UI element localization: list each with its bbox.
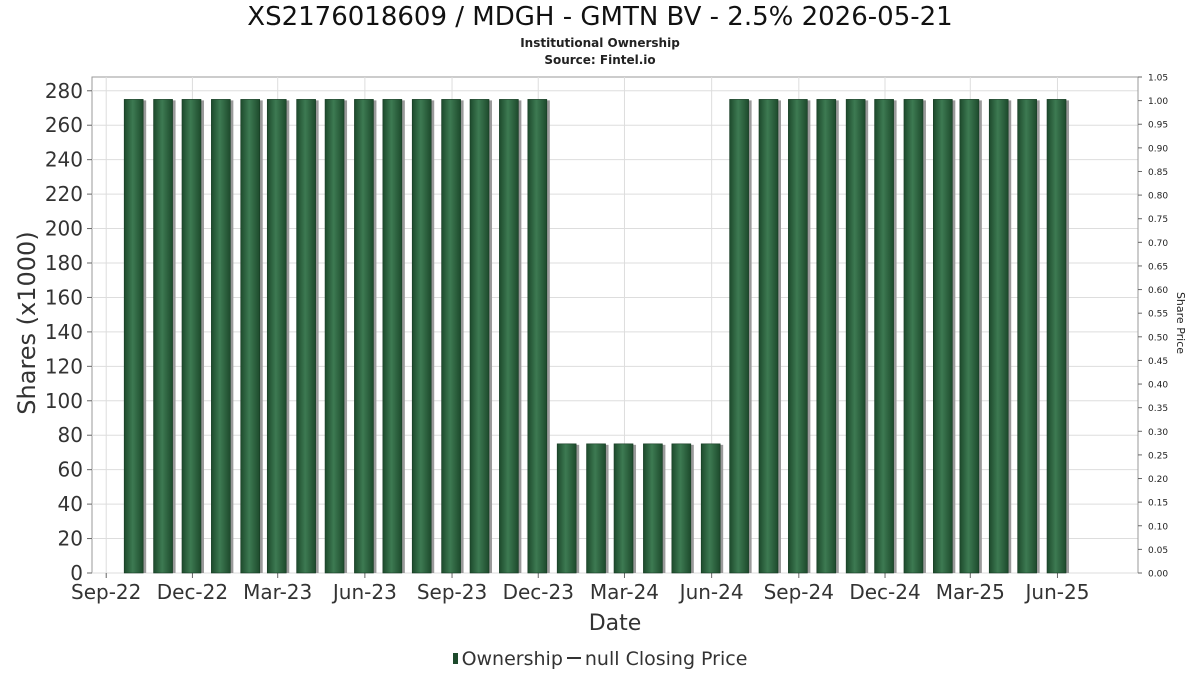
ownership-bar <box>211 99 231 574</box>
y-tick-label: 120 <box>45 354 83 378</box>
y2-tick-label: 0.60 <box>1148 286 1168 296</box>
ownership-bar <box>729 99 749 574</box>
x-tick-label: Sep-23 <box>417 580 487 604</box>
x-tick-label: Mar-23 <box>243 580 312 604</box>
ownership-bar <box>816 99 837 574</box>
ownership-bar <box>758 99 779 574</box>
y2-tick-label: 1.05 <box>1148 74 1168 84</box>
y-tick-label: 80 <box>58 423 83 447</box>
y2-tick-label: 0.25 <box>1148 451 1168 461</box>
y2-tick-label: 0.95 <box>1148 121 1168 131</box>
y2-tick-label: 0.35 <box>1148 404 1168 414</box>
y-tick-label: 0 <box>70 561 83 585</box>
y-tick-label: 140 <box>45 320 83 344</box>
y-tick-label: 180 <box>45 251 83 275</box>
y-tick-label: 280 <box>45 79 83 103</box>
chart-title: XS2176018609 / MDGH - GMTN BV - 2.5% 202… <box>247 2 953 32</box>
y2-tick-label: 0.40 <box>1148 381 1168 391</box>
ownership-bar <box>845 99 866 574</box>
y-tick-label: 260 <box>45 113 83 137</box>
ownership-bar <box>1046 99 1067 574</box>
ownership-bar <box>324 99 345 574</box>
ownership-bar <box>613 443 634 574</box>
ownership-bar <box>788 99 808 574</box>
chart-subtitle: Institutional Ownership <box>520 36 680 50</box>
y-tick-label: 220 <box>45 182 83 206</box>
y2-tick-label: 0.50 <box>1148 333 1168 343</box>
y2-tick-label: 0.55 <box>1148 310 1168 320</box>
x-tick-label: Mar-24 <box>590 580 659 604</box>
x-tick-label: Sep-24 <box>764 580 834 604</box>
ownership-bar <box>354 99 374 574</box>
y-tick-label: 60 <box>58 458 83 482</box>
x-tick-label: Jun-25 <box>1024 580 1090 604</box>
ownership-bar <box>123 99 144 574</box>
ownership-bar <box>903 99 924 574</box>
ownership-bar <box>700 443 721 574</box>
y2-tick-label: 0.20 <box>1148 475 1168 485</box>
x-tick-label: Jun-23 <box>331 580 397 604</box>
y2-tick-label: 0.45 <box>1148 357 1168 367</box>
ownership-bar <box>441 99 461 574</box>
x-tick-label: Mar-25 <box>936 580 1005 604</box>
y2-tick-label: 0.10 <box>1148 522 1168 532</box>
ownership-bar <box>671 443 692 574</box>
ownership-bar <box>469 99 490 574</box>
y2-tick-label: 0.65 <box>1148 262 1168 272</box>
legend-ownership-swatch <box>452 653 458 664</box>
ownership-bar <box>643 443 663 574</box>
ownership-bar <box>266 99 287 574</box>
y-axis-title: Shares (x1000) <box>13 231 41 414</box>
x-axis-title: Date <box>589 611 642 636</box>
y2-tick-label: 0.90 <box>1148 144 1168 154</box>
ownership-bar <box>586 443 606 574</box>
x-tick-label: Sep-22 <box>71 580 141 604</box>
y2-tick-label: 0.85 <box>1148 168 1168 178</box>
ownership-bar <box>933 99 953 574</box>
ownership-bar <box>296 99 316 574</box>
ownership-bar <box>382 99 403 574</box>
legend-price-label: null Closing Price <box>584 648 748 670</box>
ownership-bar <box>499 99 519 574</box>
x-tick-label: Dec-24 <box>849 580 920 604</box>
y2-tick-label: 0.80 <box>1148 192 1168 202</box>
x-tick-label: Dec-23 <box>503 580 574 604</box>
ownership-bar <box>556 443 577 574</box>
y2-tick-label: 0.70 <box>1148 239 1168 249</box>
chart-source: Source: Fintel.io <box>544 53 656 67</box>
y2-tick-label: 0.75 <box>1148 215 1168 225</box>
y2-tick-label: 0.05 <box>1148 546 1168 556</box>
chart-legend: Ownership null Closing Price <box>0 648 1200 670</box>
x-tick-label: Dec-22 <box>157 580 228 604</box>
ownership-bar <box>153 99 173 574</box>
y2-tick-label: 0.00 <box>1148 570 1168 580</box>
y-tick-label: 240 <box>45 148 83 172</box>
ownership-bar <box>874 99 894 574</box>
ownership-bar <box>959 99 980 574</box>
ownership-bar <box>240 99 261 574</box>
legend-ownership-label: Ownership <box>461 648 563 670</box>
legend-price-line <box>566 657 581 659</box>
y-tick-label: 20 <box>58 527 83 551</box>
y-tick-label: 200 <box>45 217 83 241</box>
x-tick-label: Jun-24 <box>678 580 744 604</box>
ownership-bar <box>411 99 432 574</box>
ownership-bar <box>527 99 548 574</box>
y2-tick-label: 0.30 <box>1148 428 1168 438</box>
y2-axis-title: Share Price <box>1174 292 1187 354</box>
ownership-bar <box>988 99 1009 574</box>
y-tick-label: 100 <box>45 389 83 413</box>
ownership-bar <box>181 99 202 574</box>
y-tick-label: 160 <box>45 285 83 309</box>
y-tick-label: 40 <box>58 492 83 516</box>
ownership-bar <box>1017 99 1037 574</box>
y2-tick-label: 1.00 <box>1148 97 1168 107</box>
y2-tick-label: 0.15 <box>1148 499 1168 509</box>
